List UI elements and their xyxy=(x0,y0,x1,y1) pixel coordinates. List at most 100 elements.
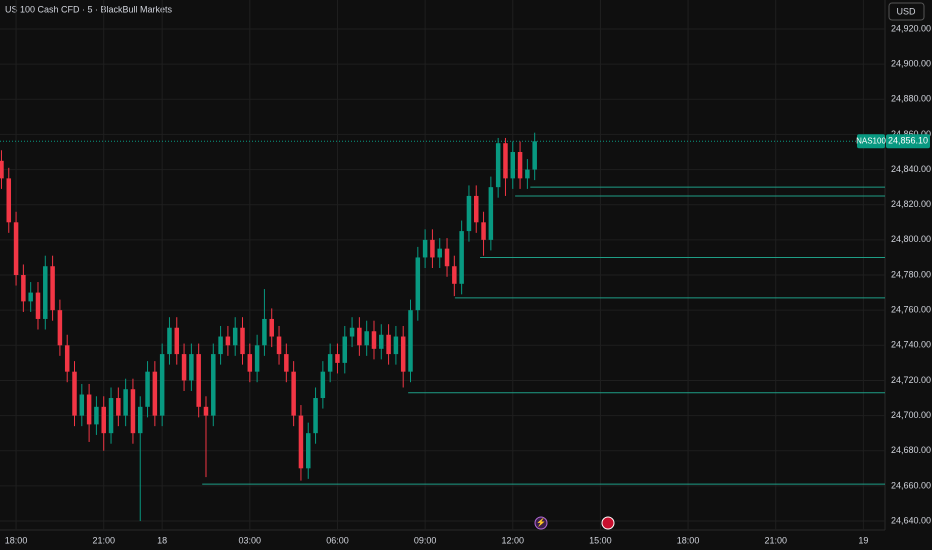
candle-body xyxy=(510,152,516,179)
y-tick-label: 24,720.00 xyxy=(891,375,931,385)
x-tick-label: 18 xyxy=(157,535,167,545)
x-tick-label: 21:00 xyxy=(92,535,115,545)
candle-body xyxy=(335,354,340,363)
candle-body xyxy=(503,143,508,179)
candle-body xyxy=(481,222,486,240)
candle-body xyxy=(269,318,274,337)
candle-body xyxy=(430,239,435,258)
candle-body xyxy=(218,336,223,355)
candle-body xyxy=(240,327,245,355)
candle-body xyxy=(517,152,523,179)
candle-body xyxy=(357,327,362,346)
y-tick-label: 24,780.00 xyxy=(891,269,931,279)
candle-body xyxy=(459,231,464,284)
candle-body xyxy=(276,336,282,355)
candle-body xyxy=(379,334,384,349)
candle-body xyxy=(247,354,253,372)
candle-body xyxy=(342,336,348,363)
candle-body xyxy=(152,371,158,416)
candle-body xyxy=(174,327,180,355)
y-tick-label: 24,680.00 xyxy=(891,445,931,455)
candle-body xyxy=(167,327,172,355)
x-tick-label: 09:00 xyxy=(414,535,437,545)
y-tick-label: 24,840.00 xyxy=(891,164,931,174)
candle-body xyxy=(291,371,296,416)
candle-body xyxy=(13,222,19,276)
news-flag-icon[interactable] xyxy=(601,516,615,530)
currency-label: USD xyxy=(896,6,916,16)
candle-body xyxy=(488,187,494,240)
candle-body xyxy=(232,327,238,346)
y-tick-label: 24,800.00 xyxy=(891,234,931,244)
candle-body xyxy=(137,406,143,434)
candle-body xyxy=(28,292,33,302)
candle-body xyxy=(386,334,391,355)
chart-title: US 100 Cash CFD · 5 · BlackBull Markets xyxy=(5,4,173,14)
candle-body xyxy=(6,178,12,223)
candle-body xyxy=(159,354,165,416)
x-tick-label: 18:00 xyxy=(5,535,28,545)
candle-body xyxy=(108,398,114,434)
event-icon[interactable] xyxy=(534,516,548,530)
candle-body xyxy=(313,398,318,434)
candle-body xyxy=(466,195,472,232)
y-tick-label: 24,880.00 xyxy=(891,94,931,104)
candle-body xyxy=(21,275,26,302)
y-tick-label: 24,640.00 xyxy=(891,515,931,525)
candle-body xyxy=(57,310,63,346)
currency-button[interactable] xyxy=(888,2,925,21)
candle-body xyxy=(327,354,333,372)
candle-body xyxy=(50,266,55,311)
candle-body xyxy=(145,371,150,407)
y-tick-label: 24,860.00 xyxy=(891,129,931,139)
symbol-badge xyxy=(857,134,885,149)
candle-body xyxy=(298,415,304,469)
x-tick-label: 18:00 xyxy=(677,535,700,545)
candle-body xyxy=(305,433,311,469)
candle-body xyxy=(452,266,457,284)
candle-body xyxy=(43,266,48,319)
candle-body xyxy=(79,394,85,416)
candle-body xyxy=(437,248,442,258)
x-tick-label: 21:00 xyxy=(764,535,787,545)
x-tick-label: 15:00 xyxy=(589,535,612,545)
candle-body xyxy=(415,257,421,311)
x-tick-label: 19 xyxy=(858,535,868,545)
y-tick-label: 24,700.00 xyxy=(891,410,931,420)
candle-body xyxy=(349,327,355,337)
y-tick-label: 24,660.00 xyxy=(891,480,931,490)
x-tick-label: 03:00 xyxy=(239,535,262,545)
candle-body xyxy=(320,371,326,399)
candle-body xyxy=(94,406,99,425)
candle-body xyxy=(181,354,187,381)
candle-body xyxy=(225,336,231,346)
candle-body xyxy=(211,354,216,416)
candle-body xyxy=(123,389,128,416)
candle-body xyxy=(116,398,121,416)
candle-body xyxy=(86,394,92,425)
x-tick-label: 06:00 xyxy=(326,535,349,545)
candle-body xyxy=(64,345,70,372)
last-price-badge xyxy=(886,134,930,149)
candle-body xyxy=(371,331,377,349)
x-tick-label: 12:00 xyxy=(502,535,525,545)
y-tick-label: 24,740.00 xyxy=(891,340,931,350)
candle-body xyxy=(0,160,4,179)
candle-body xyxy=(189,354,194,381)
candle-body xyxy=(130,389,136,434)
candle-body xyxy=(473,195,479,223)
candle-body xyxy=(101,406,106,434)
candle-body xyxy=(203,406,209,416)
candle-body xyxy=(525,169,530,179)
candle-body xyxy=(422,239,428,258)
symbol-label: NAS100 xyxy=(856,136,886,145)
candle-body xyxy=(532,141,537,170)
candle-body xyxy=(495,143,501,188)
candle-body xyxy=(364,331,369,346)
last-price-label: 24,856.10 xyxy=(888,136,928,146)
y-tick-label: 24,900.00 xyxy=(891,59,931,69)
candle-body xyxy=(408,310,413,372)
candle-body xyxy=(400,336,406,372)
